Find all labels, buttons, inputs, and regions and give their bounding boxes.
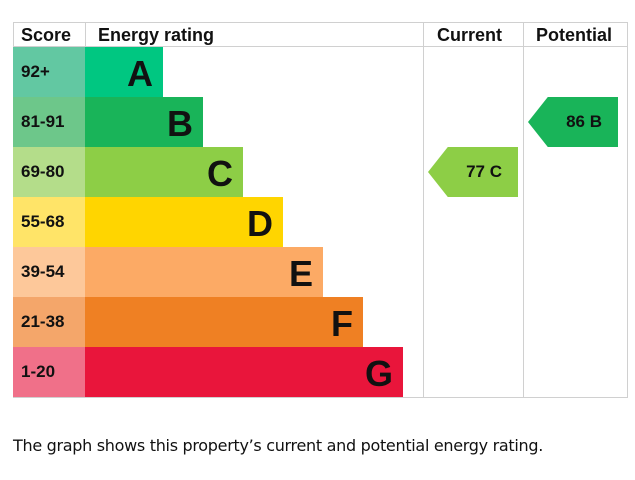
score-label-a: 92+	[13, 47, 85, 97]
rating-bar-g: G	[85, 347, 403, 397]
rating-bar-a: A	[85, 47, 163, 97]
rating-bar-e: E	[85, 247, 323, 297]
grid-line	[423, 22, 424, 397]
grid-line	[523, 22, 524, 397]
rating-bar-c: C	[85, 147, 243, 197]
grid-line	[13, 397, 628, 398]
score-label-e: 39-54	[13, 247, 85, 297]
header-score: Score	[21, 25, 72, 45]
header-current: Current	[437, 25, 503, 45]
score-label-f: 21-38	[13, 297, 85, 347]
score-label-c: 69-80	[13, 147, 85, 197]
header-potential: Potential	[536, 25, 613, 45]
grid-line	[13, 22, 628, 23]
rating-bar-f: F	[85, 297, 363, 347]
current-rating-arrow: 77 C	[428, 147, 518, 197]
score-label-d: 55-68	[13, 197, 85, 247]
grid-line	[85, 22, 86, 47]
score-label-b: 81-91	[13, 97, 85, 147]
rating-bar-d: D	[85, 197, 283, 247]
grid-line	[13, 46, 628, 47]
score-label-g: 1-20	[13, 347, 85, 397]
grid-line	[627, 22, 628, 397]
potential-rating-arrow: 86 B	[528, 97, 618, 147]
caption: The graph shows this property’s current …	[13, 436, 543, 455]
rating-bar-b: B	[85, 97, 203, 147]
header-energy-rating: Energy rating	[98, 25, 215, 45]
